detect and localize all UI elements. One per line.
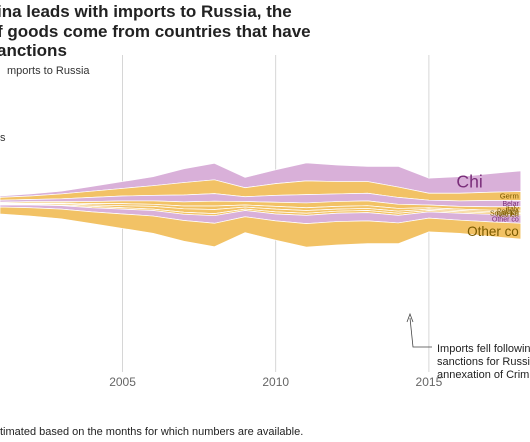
series-label: Chi	[456, 171, 482, 191]
series-label: Other co	[492, 217, 519, 224]
stream-layer	[0, 206, 522, 248]
series-label: Polano	[497, 209, 519, 216]
series-label: Other co	[467, 224, 519, 239]
series-label: Italy	[506, 206, 519, 213]
chart-title: ina leads with imports to Russia, the f …	[0, 2, 527, 61]
y-axis-label-fragment: s	[0, 132, 6, 144]
stream-layers	[0, 162, 522, 248]
series-label: South Ko	[490, 210, 519, 217]
x-tick-label: 2010	[262, 375, 289, 389]
annotation-arrowhead	[406, 312, 414, 323]
annotation: Imports fell followin sanctions for Russ…	[406, 312, 530, 381]
series-label: Germ	[500, 192, 519, 201]
footnote: timated based on the months for which nu…	[0, 426, 304, 438]
series-label: Belar	[502, 201, 519, 208]
x-tick-label: 2015	[416, 375, 443, 389]
annotation-line: Imports fell followin	[437, 343, 530, 355]
chart-subtitle: mports to Russia	[7, 65, 90, 77]
chart-title-line: anctions	[0, 41, 67, 60]
x-axis-ticks: 2005 2010 2015	[109, 375, 442, 389]
x-tick-label: 2005	[109, 375, 136, 389]
annotation-line: annexation of Crim	[437, 369, 529, 381]
annotation-line: sanctions for Russi	[437, 356, 530, 368]
series-label: Netherl	[496, 212, 519, 219]
chart-title-line: ina leads with imports to Russia, the	[0, 2, 292, 21]
chart-title-line: f goods come from countries that have	[0, 21, 311, 41]
annotation-leader-line	[409, 317, 432, 348]
